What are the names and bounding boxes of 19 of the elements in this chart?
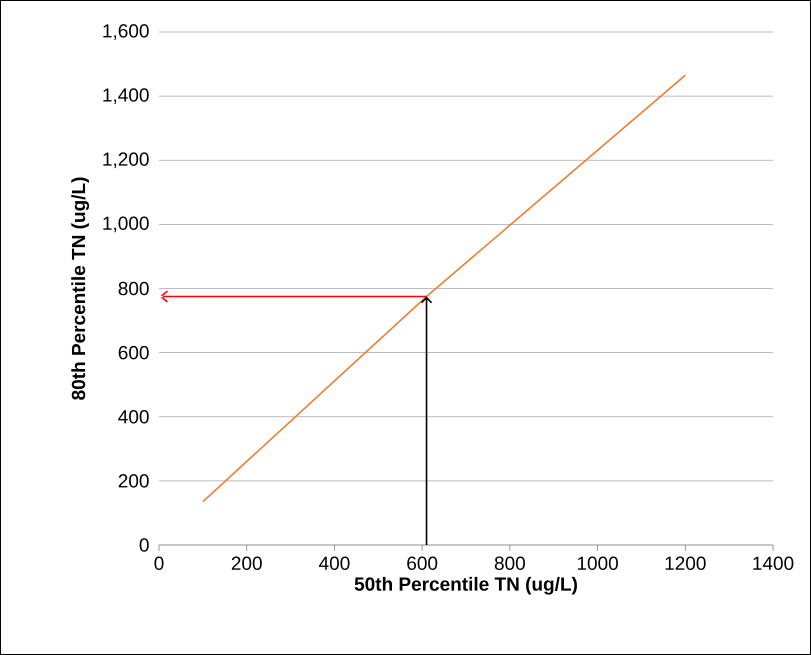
y-tick-label: 1,200 <box>103 152 149 168</box>
y-tick-label: 400 <box>118 410 149 424</box>
y-tick-label: 800 <box>118 282 149 296</box>
x-tick-label: 0 <box>154 556 164 570</box>
x-tick-label: 1400 <box>753 556 794 570</box>
x-tick-label: 400 <box>319 556 350 570</box>
y-tick-label: 1,600 <box>103 24 149 40</box>
y-tick-label: 200 <box>118 474 149 488</box>
y-tick-label: 1,000 <box>103 216 149 232</box>
x-tick-label: 200 <box>232 556 262 570</box>
y-tick-label: 0 <box>140 538 149 552</box>
x-tick-label: 800 <box>494 556 525 570</box>
y-tick-label: 600 <box>118 346 149 360</box>
y-tick-label: 1,400 <box>103 88 149 104</box>
x-tick-label: 1200 <box>666 556 706 570</box>
x-tick-label: 1000 <box>578 556 618 570</box>
x-tick-label: 600 <box>407 556 438 570</box>
x-axis-title: 50th Percentile TN (ug/L) <box>354 576 577 595</box>
y-axis-title: 80th Percentile TN (ug/L) <box>71 178 90 400</box>
